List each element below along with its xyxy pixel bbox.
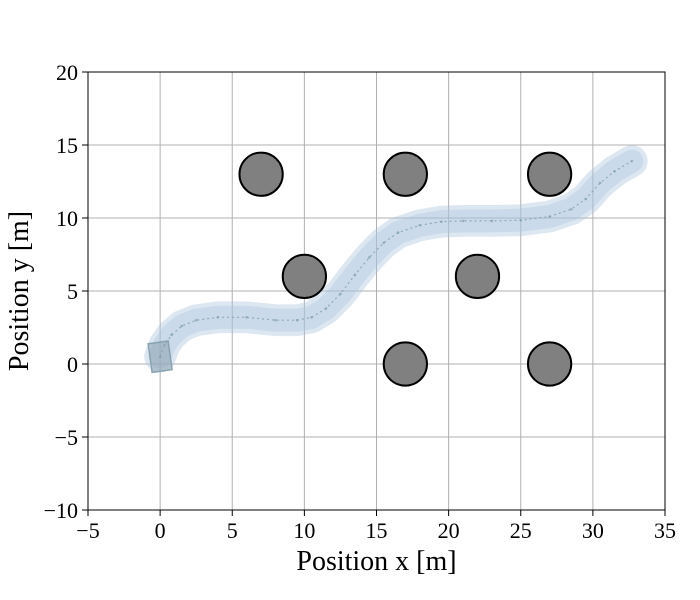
trajectory-point [440, 220, 443, 223]
trajectory-point [339, 292, 342, 296]
obstacle-circle [526, 341, 573, 387]
obstacle-circle [281, 253, 328, 300]
trajectory-point [519, 218, 523, 222]
y-axis-label: Position y [m] [4, 211, 35, 371]
trajectory-point [194, 318, 198, 322]
trajectory-point [569, 207, 573, 211]
y-tick-label: 20 [56, 60, 78, 85]
y-tick-label: 15 [56, 133, 78, 158]
y-tick-label: 10 [56, 206, 78, 231]
trajectory-point [324, 307, 328, 310]
x-tick-label: 30 [582, 518, 604, 543]
trajectory-point [548, 215, 551, 218]
trajectory-point [630, 159, 634, 163]
trajectory-point [216, 315, 220, 319]
trajectory-point [245, 315, 248, 319]
x-tick-label: −5 [76, 518, 99, 543]
trajectory-point [418, 224, 422, 227]
x-axis-ticks: −5 0 5 10 15 20 25 30 35 [76, 510, 676, 543]
vehicle-start-pose [147, 340, 173, 374]
y-tick-label: −5 [55, 425, 78, 450]
x-tick-label: 10 [293, 518, 315, 543]
y-tick-label: 5 [67, 279, 78, 304]
obstacle-circle [382, 151, 428, 197]
trajectory-point [180, 324, 184, 328]
obstacle-circle [382, 341, 428, 387]
trajectory-point [396, 231, 400, 234]
y-tick-label: 0 [67, 352, 78, 377]
vehicle-swept-path [144, 145, 648, 374]
trajectory-point [490, 219, 494, 223]
trajectory-point [310, 315, 313, 319]
x-tick-label: 5 [227, 518, 238, 543]
trajectory-point [598, 181, 602, 185]
x-tick-label: 35 [654, 518, 676, 543]
trajectory-point [461, 219, 465, 223]
y-axis-ticks: −10 −5 0 5 10 15 20 [44, 60, 88, 523]
x-tick-label: 25 [510, 518, 532, 543]
trajectory-point [353, 273, 357, 277]
trajectory-point [274, 318, 277, 322]
x-tick-label: 15 [366, 518, 388, 543]
trajectory-point [367, 256, 371, 259]
x-tick-label: 20 [438, 518, 460, 543]
grid-lines [87, 71, 666, 511]
x-tick-label: 0 [155, 518, 166, 543]
obstacle-circle [454, 253, 501, 300]
trajectory-centerline [159, 160, 633, 357]
trajectory-point [584, 197, 587, 201]
obstacles [238, 151, 573, 387]
trajectory-point [170, 333, 173, 337]
y-tick-label: −10 [44, 498, 78, 523]
trajectory-point [382, 241, 386, 245]
obstacle-circle [526, 151, 573, 197]
x-axis-label: Position x [m] [296, 546, 456, 577]
obstacle-circle [238, 151, 284, 197]
trajectory-point [613, 169, 616, 173]
trajectory-point [295, 318, 299, 322]
